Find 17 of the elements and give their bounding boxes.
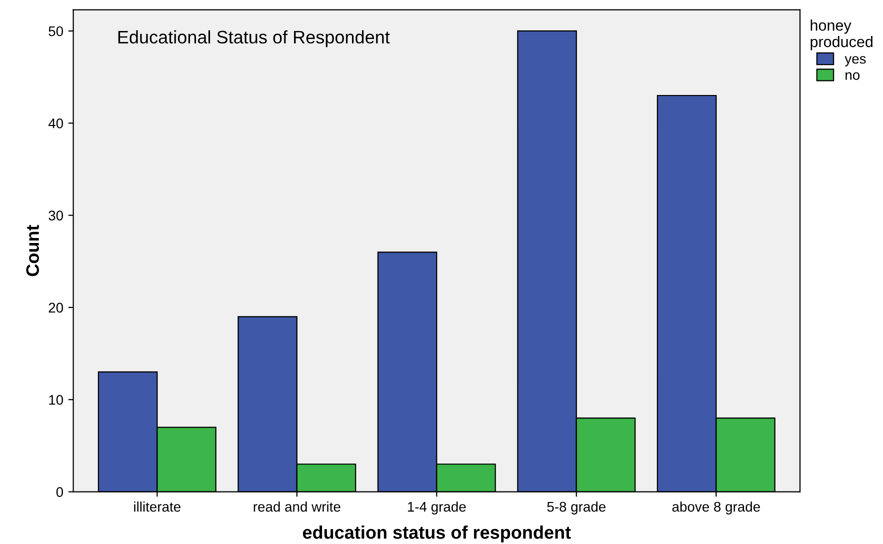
x-tick-label: 1-4 grade xyxy=(408,502,466,514)
text: Educational Status of Respondent xyxy=(118,30,390,48)
x-tick-label: 5-8 grade xyxy=(547,502,606,514)
x-tick-label: read and write xyxy=(254,502,340,512)
y-tick-label: 50 xyxy=(48,26,64,36)
legend-title: honey produced xyxy=(810,20,872,50)
y-tick-label: 20 xyxy=(48,302,64,313)
x-tick-label: above 8 grade xyxy=(672,502,760,514)
y-tick-label: 30 xyxy=(48,210,64,220)
x-axis-title: education status of respondent xyxy=(302,526,571,542)
y-tick-label: 40 xyxy=(48,118,64,128)
legend-label: no xyxy=(846,72,860,80)
legend-label: yes xyxy=(844,56,866,66)
y-tick-label: 10 xyxy=(49,394,64,405)
x-tick-label: illiterate xyxy=(134,502,180,512)
y-axis-title: Count xyxy=(26,224,39,276)
y-tick-label: 0 xyxy=(56,487,64,497)
